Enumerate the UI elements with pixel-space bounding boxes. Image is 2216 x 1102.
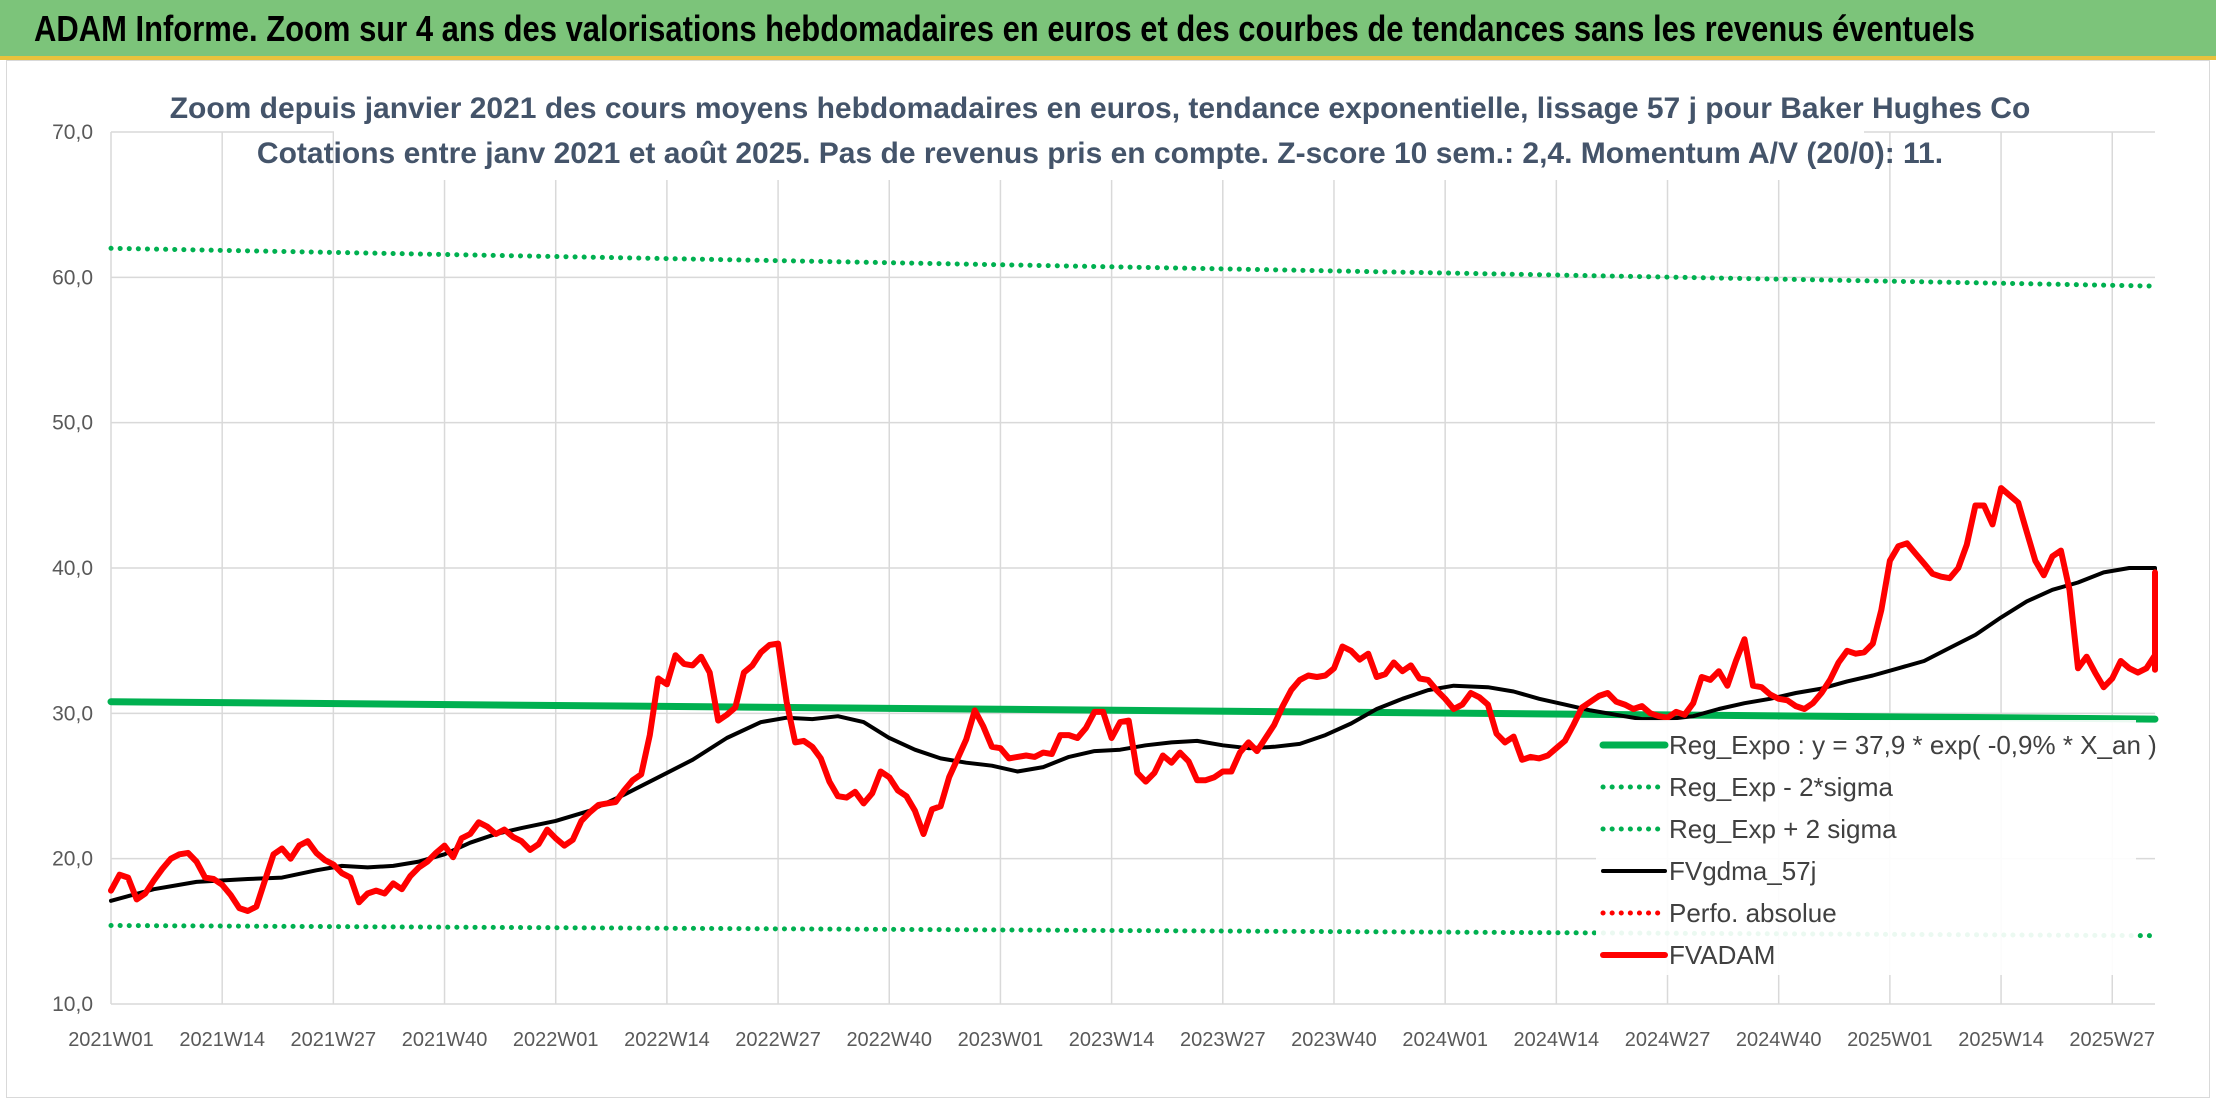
series-line-4 [108, 485, 2158, 914]
x-tick-label: 2021W27 [291, 1029, 377, 1051]
legend-label: FVgdma_57j [1669, 856, 1816, 886]
y-tick-label: 50,0 [52, 412, 93, 435]
y-tick-label: 30,0 [52, 702, 93, 725]
x-tick-label: 2022W27 [735, 1029, 821, 1051]
x-tick-label: 2021W40 [402, 1029, 488, 1051]
legend-label: FVADAM [1669, 940, 1775, 970]
report-title: ADAM Informe. Zoom sur 4 ans des valoris… [34, 8, 1975, 49]
y-tick-label: 60,0 [52, 266, 93, 289]
x-tick-label: 2023W14 [1069, 1029, 1155, 1051]
series-line-2 [108, 245, 2158, 289]
y-tick-label: 40,0 [52, 557, 93, 580]
y-tick-label: 20,0 [52, 848, 93, 871]
legend-label: Reg_Exp - 2*sigma [1669, 772, 1894, 802]
x-tick-label: 2022W40 [846, 1029, 932, 1051]
series-line-0 [107, 698, 2159, 723]
report-banner: ADAM Informe. Zoom sur 4 ans des valoris… [0, 0, 2216, 60]
x-tick-label: 2025W01 [1847, 1029, 1933, 1051]
x-tick-label: 2021W14 [179, 1029, 265, 1051]
chart-frame [6, 60, 2210, 1098]
x-tick-label: 2024W27 [1625, 1029, 1711, 1051]
chart-title-line-2: Cotations entre janv 2021 et août 2025. … [257, 137, 1943, 170]
x-tick-label: 2024W01 [1402, 1029, 1488, 1051]
legend-label: Perfo. absolue [1669, 898, 1837, 928]
x-tick-label: 2023W01 [958, 1029, 1044, 1051]
legend-background [1596, 720, 2136, 975]
x-tick-label: 2022W14 [624, 1029, 710, 1051]
x-tick-label: 2025W14 [1958, 1029, 2044, 1051]
y-tick-label: 70,0 [52, 121, 93, 144]
legend-label: Reg_Exp + 2 sigma [1669, 814, 1897, 844]
x-tick-label: 2022W01 [513, 1029, 599, 1051]
legend: Reg_Expo : y = 37,9 * exp( -0,9% * X_an … [1599, 730, 2157, 970]
series-line-3 [109, 566, 2157, 903]
x-axis: 2021W01 2021W14 2021W27 2021W40 2022W01 2022W… [68, 1029, 2155, 1051]
chart-title-line-1: Zoom depuis janvier 2021 des cours moyen… [170, 92, 2031, 125]
y-axis: 10,0 20,0 30,0 40,0 50,0 60,0 70,0 [52, 121, 93, 1016]
x-tick-label: 2023W27 [1180, 1029, 1266, 1051]
title-background [334, 80, 1864, 180]
banner-accent-line [0, 56, 2216, 60]
y-tick-label: 10,0 [52, 993, 93, 1016]
gridlines [110, 131, 2155, 1005]
x-tick-label: 2024W14 [1514, 1029, 1600, 1051]
x-tick-label: 2023W40 [1291, 1029, 1377, 1051]
x-tick-label: 2024W40 [1736, 1029, 1822, 1051]
x-tick-label: 2025W27 [2069, 1029, 2155, 1051]
x-tick-label: 2021W01 [68, 1029, 154, 1051]
legend-label: Reg_Expo : y = 37,9 * exp( -0,9% * X_an … [1669, 730, 2157, 760]
